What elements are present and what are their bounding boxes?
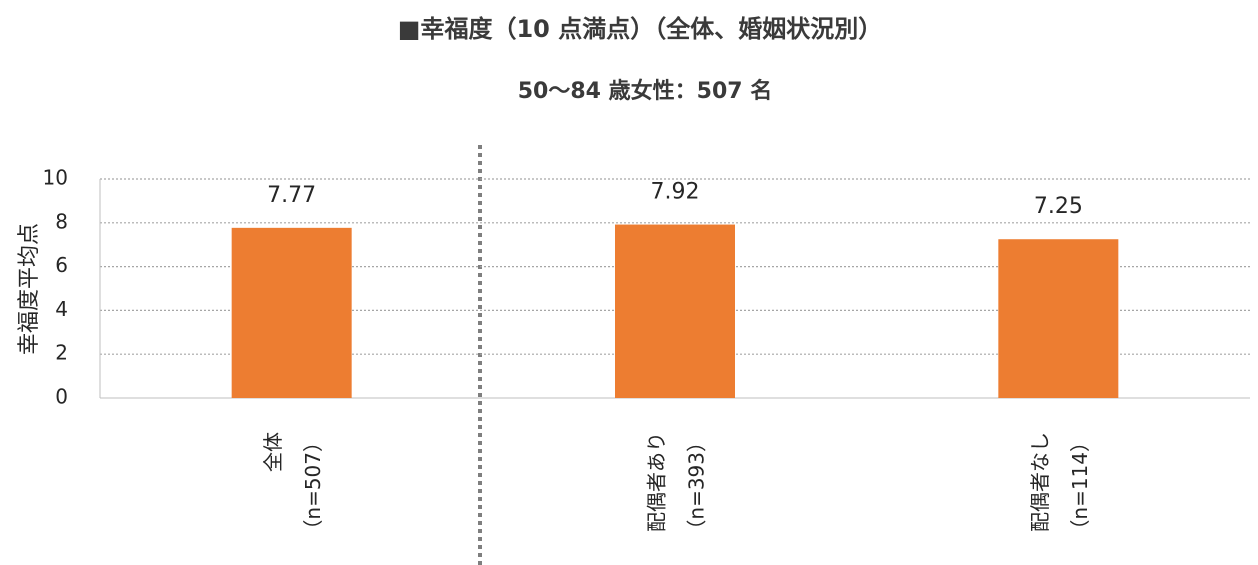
y-tick-label: 6 — [55, 253, 68, 277]
bar — [231, 227, 352, 398]
x-tick-label: 配偶者あり — [645, 432, 669, 532]
value-label: 7.92 — [651, 180, 700, 205]
x-tick-label: 配偶者なし — [1028, 432, 1052, 532]
chart-title: ■幸福度（10 点満点）（全体、婚姻状況別） — [398, 15, 882, 43]
y-tick-label: 2 — [55, 341, 68, 365]
value-label: 7.77 — [267, 183, 316, 208]
bar — [615, 224, 735, 398]
x-tick-label: （n=114） — [1068, 432, 1092, 540]
y-tick-label: 4 — [55, 297, 68, 321]
chart-subtitle: 50～84 歳女性：507 名 — [518, 78, 772, 104]
x-tick-label: （n=393） — [685, 432, 709, 540]
y-axis-label: 幸福度平均点 — [17, 223, 42, 355]
y-tick-label: 8 — [55, 209, 68, 233]
y-tick-label: 10 — [43, 166, 68, 190]
x-tick-label: 全体 — [261, 432, 285, 472]
x-tick-label: （n=507） — [301, 432, 325, 540]
bar — [998, 239, 1119, 398]
y-tick-label: 0 — [55, 385, 68, 409]
value-label: 7.25 — [1034, 194, 1083, 219]
